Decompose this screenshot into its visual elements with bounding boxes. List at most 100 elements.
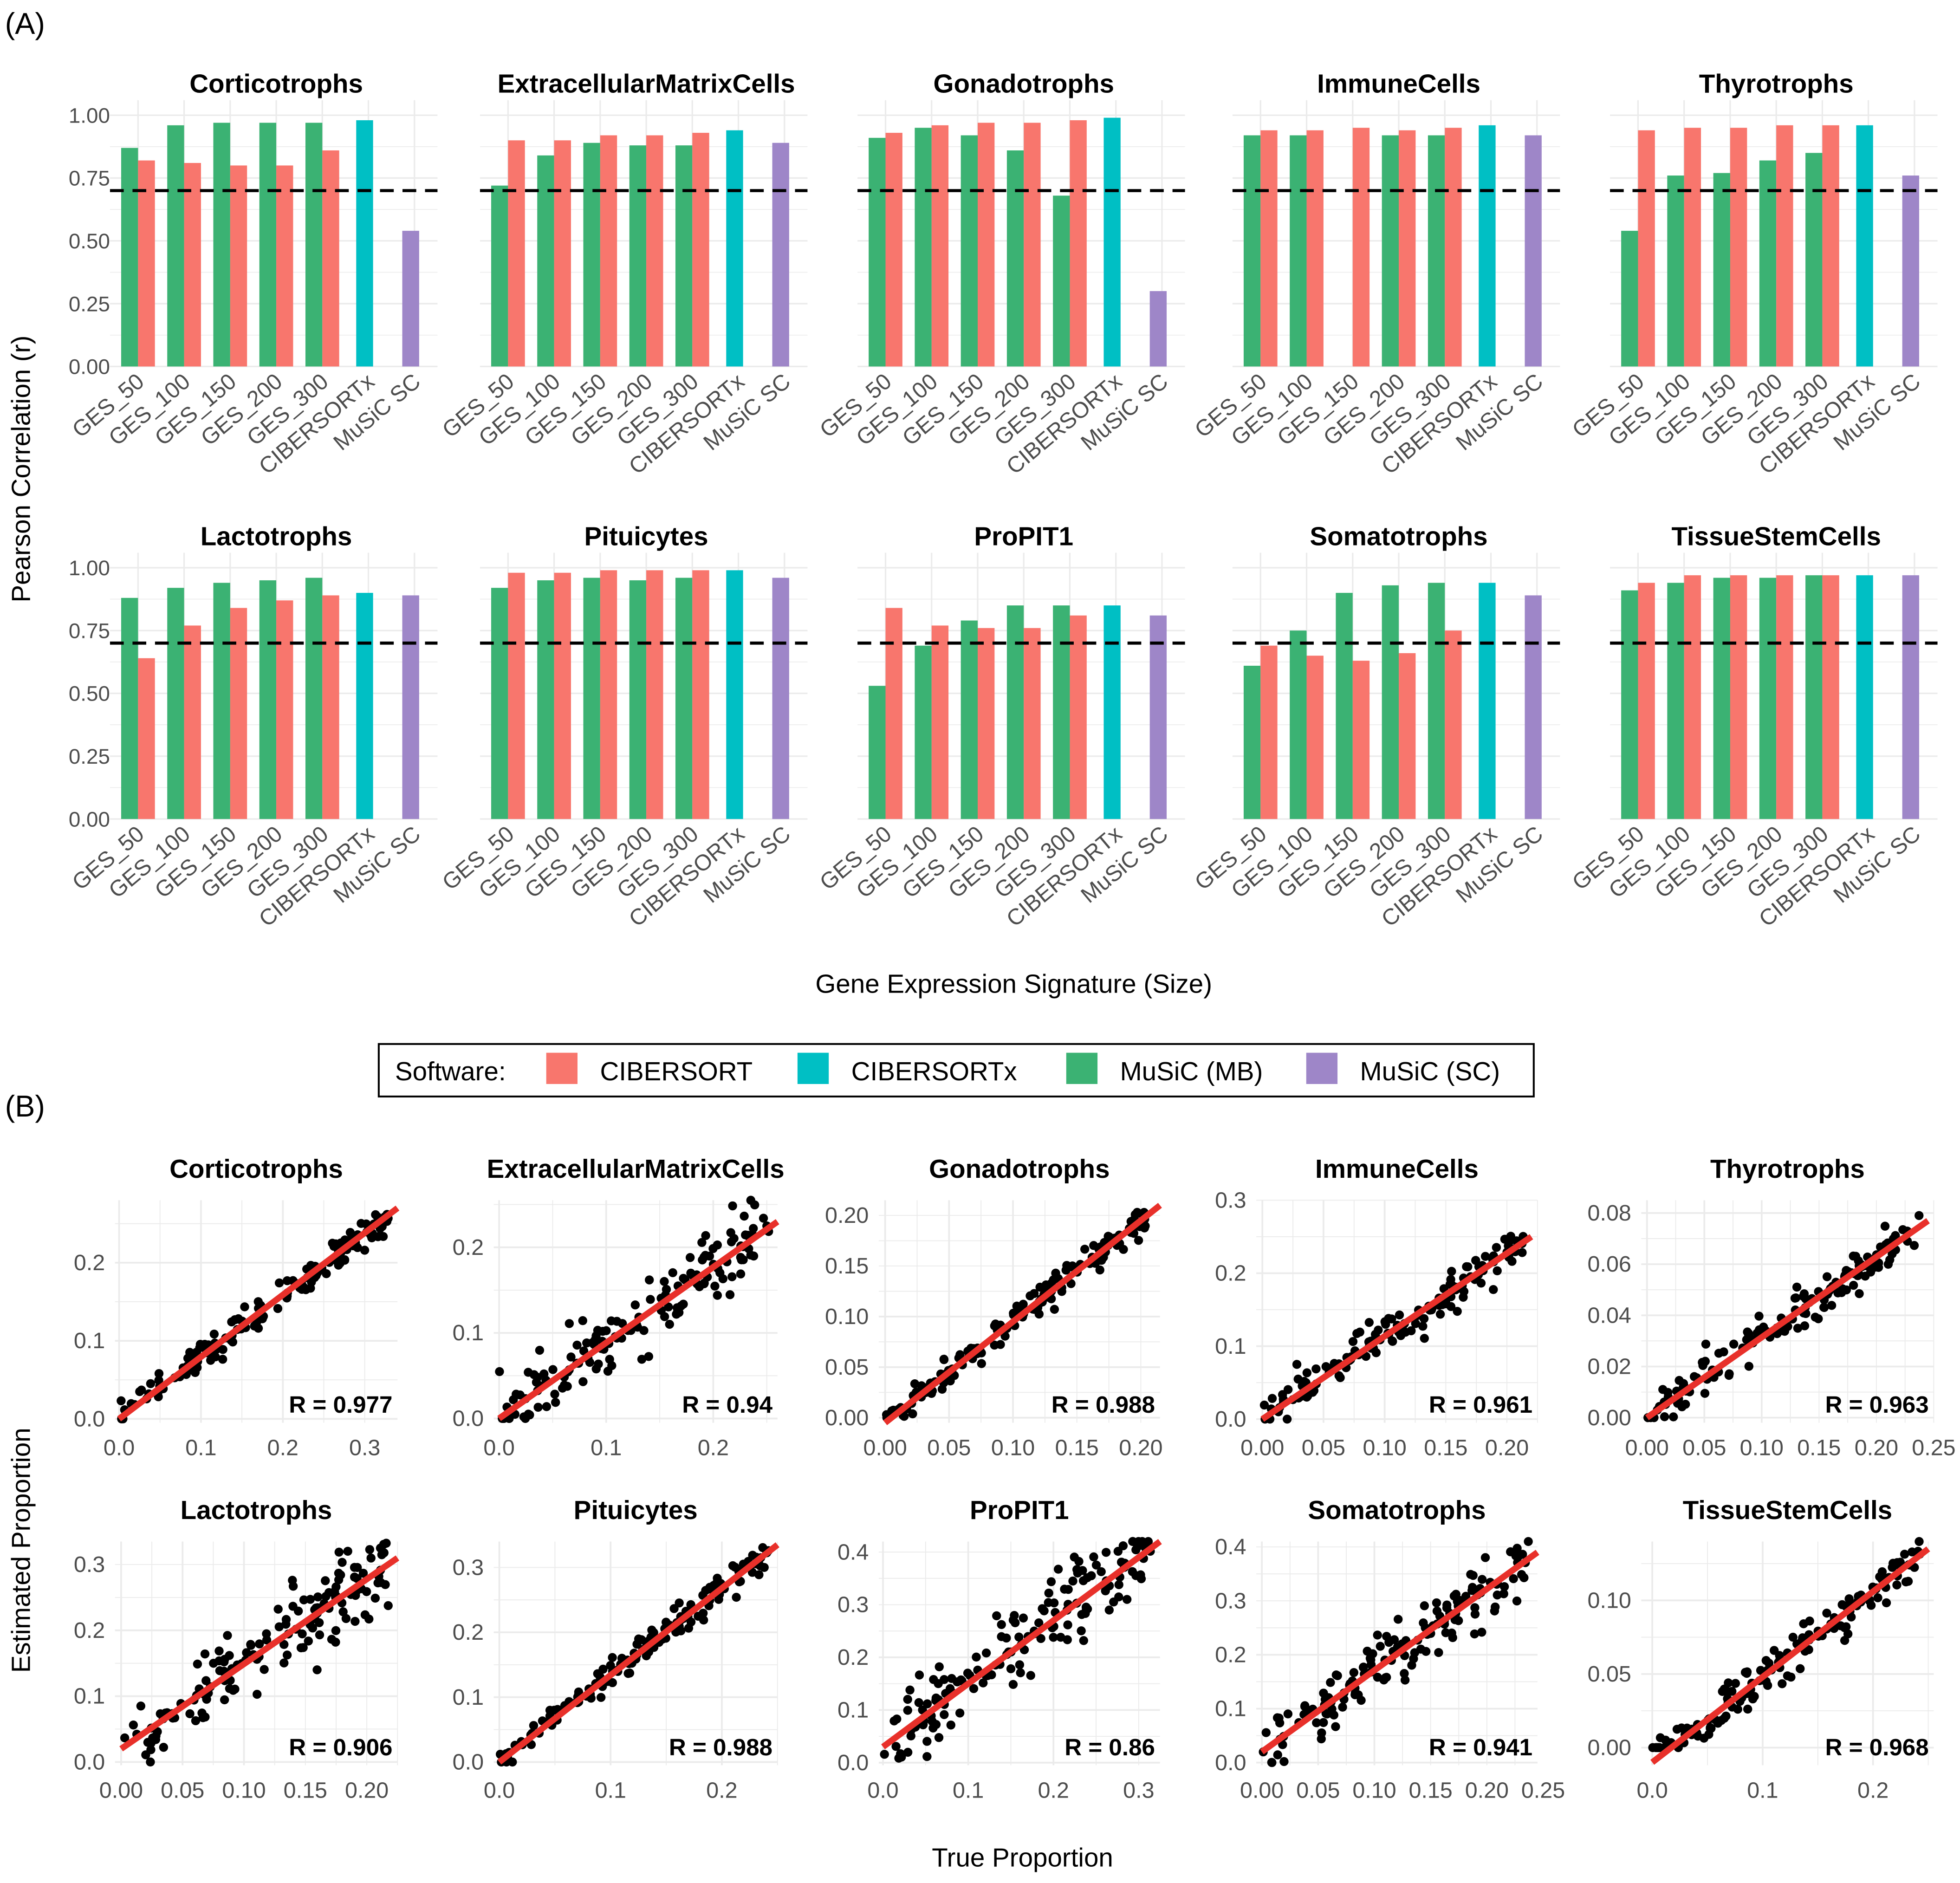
bar-cibersort xyxy=(1445,128,1462,367)
y-tick-label: 0.1 xyxy=(453,1320,484,1345)
data-point xyxy=(1049,1633,1058,1642)
data-point xyxy=(1317,1728,1326,1738)
bar-music-mb xyxy=(491,588,508,819)
bar-music-mb xyxy=(1336,593,1353,819)
regression-line xyxy=(117,1205,400,1422)
bar-cibersort xyxy=(1445,630,1462,819)
bar-cibersort xyxy=(1024,628,1041,819)
data-point xyxy=(910,1379,920,1389)
data-point xyxy=(1754,1312,1764,1321)
data-point xyxy=(1470,1610,1480,1619)
data-point xyxy=(350,1617,360,1626)
data-point xyxy=(749,1224,758,1233)
data-point xyxy=(1432,1598,1441,1608)
data-point xyxy=(1044,1588,1053,1598)
legend-title: Software: xyxy=(395,1057,506,1086)
data-point xyxy=(1101,1586,1110,1596)
data-point xyxy=(298,1629,307,1639)
data-point xyxy=(1400,1669,1409,1678)
data-point xyxy=(713,1291,722,1300)
data-point xyxy=(1079,1636,1088,1645)
data-point xyxy=(1791,1293,1801,1303)
x-tick-label: 0.10 xyxy=(1363,1435,1406,1461)
data-point xyxy=(159,1743,169,1752)
data-point xyxy=(730,1562,740,1572)
data-point xyxy=(705,1252,714,1261)
data-point xyxy=(686,1617,696,1627)
data-point xyxy=(1750,1692,1759,1701)
data-point xyxy=(508,1757,517,1767)
y-tick-label: 0.2 xyxy=(1215,1261,1246,1286)
data-point xyxy=(1909,1241,1919,1250)
y-tick-label: 0.1 xyxy=(74,1328,105,1353)
bar-music-mb xyxy=(1006,605,1024,819)
bar-music-mb xyxy=(629,145,647,367)
data-point xyxy=(1648,1743,1657,1753)
y-tick-label: 0.75 xyxy=(69,619,110,643)
data-point xyxy=(288,1602,298,1611)
data-point xyxy=(903,1695,912,1704)
data-point xyxy=(198,1713,208,1722)
data-point xyxy=(1898,1225,1908,1234)
data-point xyxy=(282,1276,292,1286)
x-tick-label: 0.00 xyxy=(1240,1435,1284,1461)
data-point xyxy=(1050,1305,1059,1314)
data-point xyxy=(582,1338,591,1348)
data-point xyxy=(596,1693,606,1702)
data-point xyxy=(945,1684,955,1694)
data-point xyxy=(1132,1208,1142,1217)
bar-cibersort xyxy=(931,125,949,367)
x-tick-label: 0.2 xyxy=(1038,1778,1069,1803)
y-tick-label: 0.00 xyxy=(69,355,110,379)
data-point xyxy=(732,1592,741,1602)
data-point xyxy=(337,1558,347,1567)
bar-music-mb xyxy=(259,123,277,367)
bar-music-mb xyxy=(1759,160,1777,367)
data-point xyxy=(1448,1633,1457,1643)
data-point xyxy=(1674,1376,1684,1385)
data-point xyxy=(922,1699,932,1708)
bar-music-mb xyxy=(1243,665,1261,819)
data-point xyxy=(214,1646,224,1656)
data-point xyxy=(255,1639,264,1649)
data-point xyxy=(1701,1339,1711,1349)
data-point xyxy=(1677,1723,1686,1733)
data-point xyxy=(383,1601,393,1610)
data-point xyxy=(1064,1584,1073,1594)
data-point xyxy=(1885,1255,1895,1265)
data-point xyxy=(1729,1339,1739,1349)
x-tick-label: 0.05 xyxy=(161,1778,204,1803)
data-point xyxy=(551,1398,560,1407)
data-point xyxy=(240,1302,249,1312)
data-point xyxy=(299,1643,308,1652)
data-point xyxy=(360,1246,370,1255)
data-point xyxy=(969,1684,979,1693)
data-point xyxy=(630,1300,640,1310)
data-point xyxy=(1303,1391,1312,1401)
data-point xyxy=(1420,1334,1429,1343)
x-tick-label: 0.20 xyxy=(1119,1435,1162,1461)
data-point xyxy=(341,1614,351,1623)
bar-music-mb xyxy=(537,580,554,819)
bar-facet-Somatotrophs: GES_50GES_100GES_150GES_200GES_300CIBERS… xyxy=(1190,521,1560,932)
bar-cibersort xyxy=(1306,656,1324,819)
correlation-label: R = 0.977 xyxy=(289,1391,392,1418)
data-point xyxy=(1384,1637,1394,1647)
data-point xyxy=(273,1604,283,1614)
bar-cibersort xyxy=(1822,575,1839,819)
data-point xyxy=(378,1232,388,1241)
data-point xyxy=(1792,1282,1802,1292)
data-point xyxy=(1844,1594,1854,1604)
data-point xyxy=(1441,1628,1450,1637)
panel-a-y-axis-label: Pearson Correlation (r) xyxy=(6,336,36,603)
y-tick-label: 0.02 xyxy=(1588,1354,1631,1379)
data-point xyxy=(698,1609,708,1618)
data-point xyxy=(922,1752,932,1761)
bar-music-mb xyxy=(1805,575,1823,819)
bar-music-mb xyxy=(583,143,600,367)
data-point xyxy=(274,1622,284,1631)
bar-music-mb xyxy=(915,128,932,367)
x-tick-label: 0.20 xyxy=(1465,1778,1509,1803)
data-point xyxy=(1512,1596,1522,1606)
